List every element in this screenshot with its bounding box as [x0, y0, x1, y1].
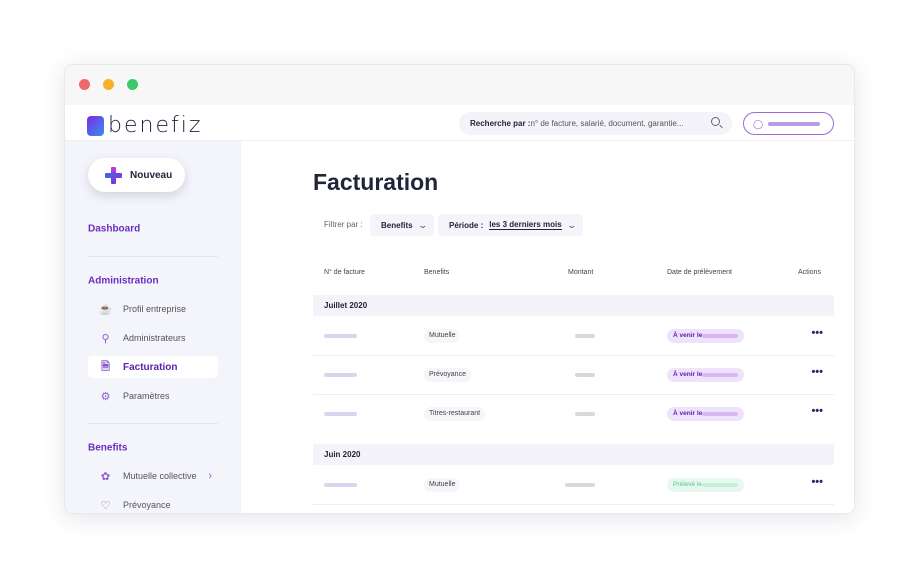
top-header: benefiz Recherche par : n° de facture, s… — [65, 105, 854, 141]
filter-label: Filtrer par : — [324, 220, 363, 229]
sidebar-item-facturation[interactable]: 🗎 Facturation — [88, 356, 218, 378]
more-actions-icon[interactable]: ••• — [811, 476, 823, 488]
amount-placeholder — [565, 483, 595, 487]
sidebar-item-administrateurs[interactable]: ⚲ Administrateurs — [88, 327, 218, 349]
cup-icon: ☕ — [98, 303, 113, 316]
new-button-label: Nouveau — [130, 169, 173, 181]
minimize-window-button[interactable] — [103, 79, 114, 90]
status-badge: À venir le — [667, 329, 744, 343]
app-window: benefiz Recherche par : n° de facture, s… — [64, 64, 855, 514]
amount-placeholder — [575, 412, 595, 416]
status-badge: À venir le — [667, 407, 744, 421]
group-header: Juillet 2020 — [313, 295, 834, 316]
sidebar-item-label: Profil entreprise — [123, 304, 187, 314]
amount-placeholder — [575, 334, 595, 338]
sidebar-item-label: Paramètres — [123, 391, 170, 401]
table-row[interactable]: Titres-restaurant À venir le ••• — [313, 395, 834, 434]
more-actions-icon[interactable]: ••• — [811, 366, 823, 378]
invoice-number-placeholder — [324, 412, 357, 416]
page-title: Facturation — [313, 169, 439, 195]
benefit-tag: Mutuelle — [424, 329, 461, 343]
maximize-window-button[interactable] — [127, 79, 138, 90]
sidebar — [65, 141, 241, 513]
logo[interactable]: benefiz — [87, 113, 202, 138]
benefit-tag: Mutuelle — [424, 478, 461, 492]
plus-icon — [105, 166, 122, 184]
period-filter-dropdown[interactable]: Période : les 3 derniers mois ⌄ — [438, 214, 584, 236]
divider — [88, 423, 218, 424]
sidebar-item-mutuelle-collective[interactable]: ✿ Mutuelle collective › — [88, 465, 218, 487]
sidebar-item-prevoyance[interactable]: ♡ Prévoyance — [88, 494, 218, 513]
invoice-icon: 🗎 — [101, 360, 110, 373]
status-text: À venir le — [673, 410, 703, 417]
status-text: Prélevé le — [673, 481, 702, 488]
sidebar-item-dashboard[interactable]: Dashboard — [88, 223, 141, 235]
more-actions-icon[interactable]: ••• — [811, 405, 823, 417]
benefits-filter-label: Benefits — [381, 220, 413, 230]
search-label: Recherche par : — [470, 119, 531, 128]
invoice-number-placeholder — [324, 373, 357, 377]
table-row[interactable]: Prévoyance À venir le ••• — [313, 356, 834, 395]
column-header-invoice: N° de facture — [324, 269, 365, 276]
invoice-number-placeholder — [324, 483, 357, 487]
search-icon[interactable] — [711, 117, 720, 126]
column-header-date: Date de prélèvement — [667, 269, 732, 276]
heart-icon: ♡ — [100, 499, 111, 512]
benefit-tag: Titres-restaurant — [424, 407, 486, 421]
sidebar-item-label: Administrateurs — [123, 333, 186, 343]
gear-icon: ⚙ — [100, 390, 111, 403]
benefit-tag: Prévoyance — [424, 368, 471, 382]
table-row[interactable]: Mutuelle Prélevé le ••• — [313, 466, 834, 505]
search-input[interactable]: Recherche par : n° de facture, salarié, … — [459, 112, 732, 135]
period-filter-value: les 3 derniers mois — [489, 220, 562, 230]
sidebar-item-label: Facturation — [123, 361, 178, 373]
more-actions-icon[interactable]: ••• — [811, 327, 823, 339]
close-window-button[interactable] — [79, 79, 90, 90]
user-icon: ◯ — [753, 118, 764, 129]
title-bar — [65, 65, 854, 105]
sidebar-item-label: Mutuelle collective — [123, 471, 197, 481]
period-filter-label: Période : — [449, 220, 484, 230]
search-placeholder: n° de facture, salarié, document, garant… — [530, 119, 684, 128]
column-header-actions: Actions — [798, 269, 821, 276]
column-header-benefits: Benefits — [424, 269, 450, 276]
logo-icon — [87, 115, 104, 136]
status-badge: À venir le — [667, 368, 744, 382]
benefits-filter-dropdown[interactable]: Benefits ⌄ — [370, 214, 435, 236]
flower-icon: ✿ — [100, 470, 111, 483]
column-header-amount: Montant — [568, 269, 594, 276]
group-header: Juin 2020 — [313, 444, 834, 465]
user-menu-button[interactable]: ◯ — [743, 112, 834, 135]
sidebar-section-administration: Administration — [88, 275, 159, 287]
user-name-placeholder — [768, 121, 820, 126]
chevron-down-icon: ⌄ — [566, 219, 577, 230]
table-row[interactable]: Mutuelle À venir le ••• — [313, 317, 834, 356]
sidebar-item-profil-entreprise[interactable]: ☕ Profil entreprise — [88, 298, 218, 320]
status-text: À venir le — [673, 371, 703, 378]
sidebar-item-label: Prévoyance — [123, 500, 171, 510]
sidebar-item-parametres[interactable]: ⚙ Paramètres — [88, 385, 218, 407]
key-icon: ⚲ — [101, 332, 110, 345]
status-text: À venir le — [673, 332, 703, 339]
new-button[interactable]: Nouveau — [88, 158, 185, 192]
divider — [88, 256, 218, 257]
status-badge: Prélevé le — [667, 478, 744, 492]
invoice-number-placeholder — [324, 334, 357, 338]
chevron-right-icon: › — [208, 470, 212, 482]
logo-text: benefiz — [108, 113, 203, 138]
amount-placeholder — [575, 373, 595, 377]
chevron-down-icon: ⌄ — [417, 219, 428, 230]
sidebar-section-benefits: Benefits — [88, 442, 128, 454]
